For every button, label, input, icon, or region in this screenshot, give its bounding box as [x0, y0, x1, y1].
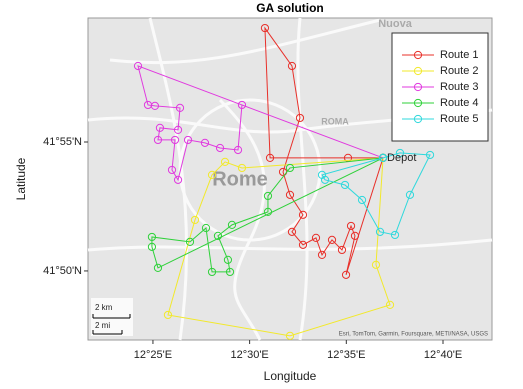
y-tick-label: 41°55'N	[43, 136, 82, 148]
x-tick-label: 12°25'E	[134, 349, 172, 361]
x-tick-label: 12°40'E	[424, 349, 462, 361]
chart: Rome ROMA Nuova 2 km 2 mi Esri, TomTom, …	[0, 0, 523, 389]
legend-label: Route 4	[440, 97, 479, 109]
y-axis-label: Latitude	[14, 157, 28, 200]
scale-bar: 2 km 2 mi	[91, 298, 133, 336]
map-label: Nuova	[378, 18, 413, 30]
x-tick-label: 12°30'E	[230, 349, 268, 361]
x-tick-label: 12°35'E	[327, 349, 365, 361]
chart-title: GA solution	[256, 1, 324, 15]
map-label: ROMA	[321, 116, 349, 126]
legend-label: Route 3	[440, 81, 479, 93]
legend-label: Route 1	[440, 49, 479, 61]
map-label: Rome	[212, 168, 268, 190]
legend-label: Route 5	[440, 113, 479, 125]
x-axis-label: Longitude	[264, 369, 317, 383]
depot-label: Depot	[387, 152, 416, 164]
scale-bar-mi: 2 mi	[95, 321, 110, 330]
legend: Route 1 Route 2 Route 3 Route 4 Route 5	[392, 33, 488, 141]
y-tick-label: 41°50'N	[43, 265, 82, 277]
scale-bar-km: 2 km	[95, 303, 113, 312]
legend-label: Route 2	[440, 65, 479, 77]
attribution: Esri, TomTom, Garmin, Foursquare, METI/N…	[339, 332, 488, 338]
